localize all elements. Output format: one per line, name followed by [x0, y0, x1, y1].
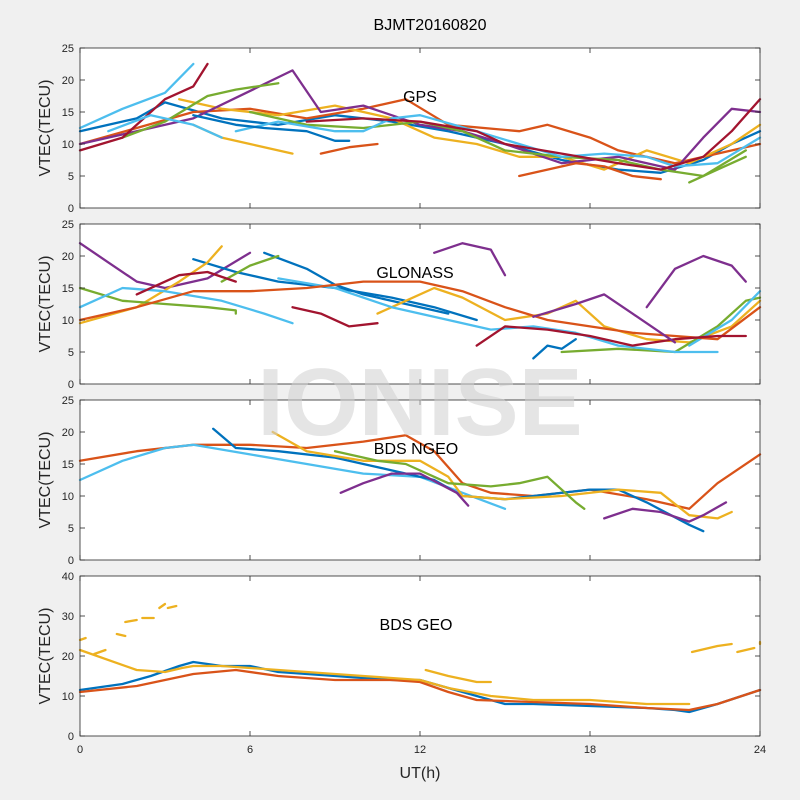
plot-area: [80, 400, 760, 560]
series-line: [645, 254, 747, 309]
series-line: [532, 293, 677, 344]
y-tick-label: 15: [62, 459, 74, 471]
panel-2: 0 5 10 15 20 25 BDS NGEO VTEC(TECU): [37, 395, 762, 567]
series-line: [78, 668, 762, 712]
panel-0: 0 5 10 15 20 25 GPS VTEC(TECU): [37, 43, 762, 215]
y-tick-label: 25: [62, 219, 74, 231]
plot-area: [80, 48, 760, 208]
y-tick-label: 40: [62, 571, 74, 583]
series-line: [78, 434, 762, 510]
watermark-text: IONISE: [257, 349, 582, 456]
series-line: [78, 286, 237, 315]
series-line: [736, 646, 756, 654]
y-tick-label: 10: [62, 315, 74, 327]
series-line: [107, 114, 223, 139]
series-line: [115, 632, 127, 638]
panel-title: GLONASS: [376, 265, 453, 282]
series-line: [291, 306, 379, 328]
y-tick-label: 0: [68, 203, 74, 215]
series-line: [248, 110, 747, 178]
series-line: [158, 602, 167, 610]
series-line: [532, 338, 577, 360]
series-line: [305, 98, 762, 171]
y-tick-label: 0: [68, 555, 74, 567]
series-line: [192, 114, 351, 142]
series-line: [271, 430, 733, 520]
figure-title: BJMT20160820: [374, 17, 487, 34]
series-line: [78, 636, 87, 642]
y-axis-label: VTEC(TECU): [37, 256, 54, 353]
y-tick-label: 20: [62, 427, 74, 439]
series-line: [319, 142, 379, 155]
series-line: [93, 648, 107, 656]
y-tick-label: 0: [68, 379, 74, 391]
y-tick-label: 20: [62, 251, 74, 263]
y-tick-label: 15: [62, 107, 74, 119]
series-line: [688, 155, 747, 184]
y-tick-label: 10: [62, 139, 74, 151]
y-tick-label: 25: [62, 43, 74, 55]
x-axis-label: UT(h): [400, 765, 441, 782]
x-tick-label: 18: [584, 744, 596, 756]
y-tick-label: 20: [62, 75, 74, 87]
panel-title: BDS GEO: [380, 617, 453, 634]
y-tick-label: 0: [68, 731, 74, 743]
y-tick-label: 10: [62, 491, 74, 503]
y-axis-label: VTEC(TECU): [37, 80, 54, 177]
series-line: [475, 325, 747, 347]
series-line: [78, 62, 209, 152]
series-line: [166, 604, 178, 610]
series-line: [124, 618, 138, 624]
x-tick-label: 12: [414, 744, 426, 756]
x-tick-label: 24: [754, 744, 766, 756]
series-line: [339, 472, 470, 507]
series-line: [690, 642, 733, 654]
panel-title: GPS: [403, 89, 437, 106]
series-line: [433, 242, 507, 277]
series-line: [78, 280, 762, 341]
series-line: [263, 251, 450, 315]
y-tick-label: 5: [68, 171, 74, 183]
plot-area: [80, 576, 760, 736]
panel-title: BDS NGEO: [374, 441, 458, 458]
series-line: [220, 254, 280, 283]
series-line: [424, 668, 492, 684]
x-tick-label: 0: [77, 744, 83, 756]
y-axis-label: VTEC(TECU): [37, 432, 54, 529]
series-line: [518, 162, 662, 181]
y-tick-label: 25: [62, 395, 74, 407]
series-line: [78, 648, 691, 706]
y-axis-label: VTEC(TECU): [37, 608, 54, 705]
series-line: [78, 62, 195, 130]
y-tick-label: 20: [62, 651, 74, 663]
y-tick-label: 5: [68, 523, 74, 535]
series-line: [78, 286, 294, 325]
y-tick-label: 30: [62, 611, 74, 623]
series-line: [121, 82, 280, 139]
panels: 0 5 10 15 20 25 GPS VTEC(TECU) 0 5 10 15 20 25 GLONASS…: [37, 43, 766, 756]
series-line: [135, 270, 237, 296]
panel-3: 0 10 20 30 40 0 6 12 18 24 BDS GEO VTEC(TECU): [37, 571, 766, 756]
series-line: [603, 501, 728, 523]
series-line: [560, 296, 762, 354]
x-tick-label: 6: [247, 744, 253, 756]
series-line: [234, 114, 762, 168]
panel-1: 0 5 10 15 20 25 GLONASS VTEC(TECU): [37, 219, 762, 391]
y-tick-label: 10: [62, 691, 74, 703]
series-line: [333, 450, 586, 510]
y-tick-label: 5: [68, 347, 74, 359]
y-tick-label: 15: [62, 283, 74, 295]
